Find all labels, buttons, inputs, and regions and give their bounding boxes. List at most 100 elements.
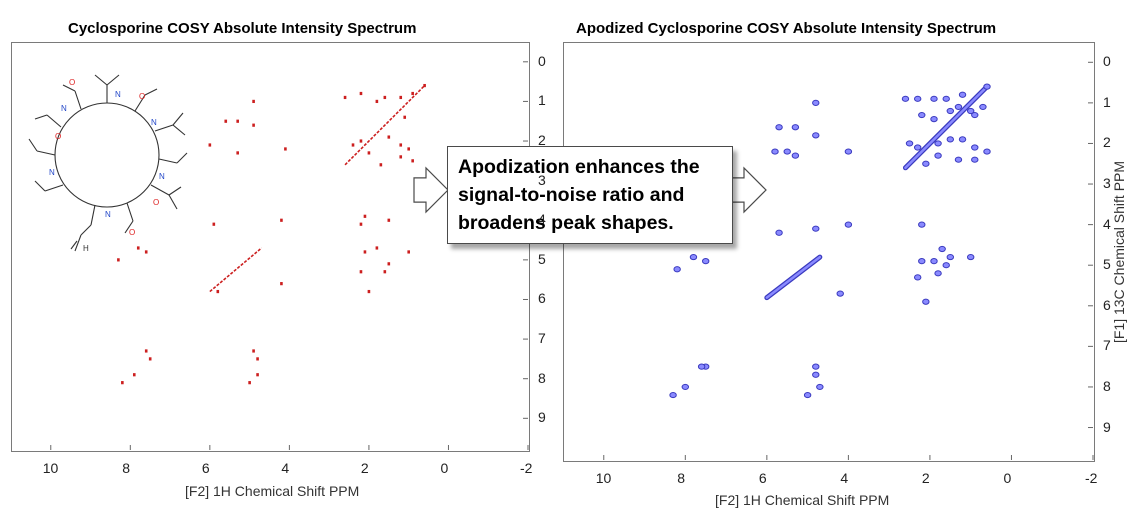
y-tick-label: 6 — [538, 290, 546, 307]
cross-peak — [971, 156, 979, 163]
cross-peak — [359, 270, 363, 274]
diagonal-peak-ridge-fill — [765, 255, 822, 299]
y-tick-label: 1 — [1103, 93, 1111, 110]
cross-peak — [212, 222, 216, 226]
svg-text:N: N — [115, 90, 121, 99]
cross-peak — [383, 95, 387, 100]
svg-text:N: N — [151, 118, 157, 127]
cross-peak — [117, 258, 120, 262]
cross-peak — [697, 363, 706, 370]
cross-peak — [423, 83, 426, 88]
cross-peak — [375, 99, 379, 104]
cross-peak — [399, 95, 403, 100]
x-tick-label: 10 — [42, 460, 59, 476]
cross-peak — [144, 250, 148, 254]
cross-peak — [812, 371, 820, 378]
y-tick-label: 0 — [538, 52, 546, 69]
cross-peak — [367, 289, 371, 294]
cross-peak — [224, 119, 228, 123]
x-tick-label: -2 — [1085, 470, 1098, 486]
cross-peak — [379, 163, 383, 167]
cross-peak — [791, 152, 800, 159]
cross-peak — [383, 270, 387, 274]
cross-peak — [216, 289, 220, 294]
callout-line-2: signal-to-noise ratio and — [458, 184, 685, 206]
y-tick-label: 9 — [538, 409, 546, 426]
cross-peak — [343, 95, 347, 100]
cross-peak — [136, 246, 140, 250]
cross-peak — [351, 143, 355, 147]
cross-peak — [930, 95, 938, 102]
cross-peak — [236, 151, 239, 155]
cross-peak — [387, 218, 391, 222]
x-tick-label: 0 — [1003, 470, 1012, 486]
cross-peak — [252, 349, 255, 353]
cross-peak — [812, 99, 820, 106]
cross-peak — [913, 95, 922, 102]
cross-peak — [966, 253, 975, 261]
cross-peak — [934, 152, 942, 159]
cross-peak — [783, 148, 791, 155]
y-tick-label: 5 — [538, 250, 546, 267]
cross-peak — [934, 270, 942, 277]
cross-peak — [942, 262, 950, 269]
cross-peak — [913, 144, 922, 151]
cyclosporine-structure-image: O O O O O N N N N N N H — [28, 74, 188, 253]
y-tick-label: 9 — [1103, 418, 1111, 435]
cross-peak — [844, 221, 853, 228]
right-chart-title: Apodized Cyclosporine COSY Absolute Inte… — [576, 20, 997, 37]
cross-peak — [387, 135, 391, 139]
cross-peak — [248, 381, 251, 385]
cross-peak — [359, 91, 363, 96]
cross-peak — [946, 136, 955, 143]
cross-peak — [946, 253, 955, 261]
x-tick-label: 4 — [281, 460, 290, 476]
cross-peak — [934, 140, 942, 147]
cross-peak — [256, 373, 259, 377]
cross-peak — [771, 148, 779, 155]
cross-peak — [958, 136, 967, 143]
cross-peak — [775, 124, 783, 131]
cross-peak — [132, 373, 136, 377]
cross-peak — [775, 229, 783, 236]
cross-peak — [252, 123, 255, 127]
cross-peak — [280, 282, 283, 286]
left-chart-title: Cyclosporine COSY Absolute Intensity Spe… — [68, 20, 417, 37]
right-plot-area — [563, 42, 1095, 462]
cross-peak — [971, 111, 979, 119]
cross-peak — [913, 274, 922, 281]
cross-peak — [284, 147, 287, 151]
cross-peak — [121, 381, 124, 385]
cross-peak — [411, 159, 414, 163]
svg-text:H: H — [83, 244, 89, 253]
right-arrow-shape — [731, 166, 767, 214]
x-tick-label: -2 — [520, 460, 533, 476]
cross-peak — [208, 143, 212, 147]
y-tick-label: 2 — [538, 132, 546, 149]
cross-peak — [918, 111, 926, 119]
left-plot-area — [11, 42, 530, 452]
svg-text:N: N — [61, 104, 67, 113]
left-arrow-shape — [413, 166, 449, 214]
svg-text:O: O — [153, 198, 159, 207]
cross-peak — [407, 147, 410, 151]
cross-peak — [387, 262, 391, 266]
cross-peak — [403, 115, 407, 119]
y-tick-label: 8 — [1103, 377, 1111, 394]
cross-peak — [922, 298, 930, 305]
x-tick-label: 4 — [840, 470, 849, 486]
diagonal-peak-ridge — [209, 247, 263, 293]
diagonal-peak-ridge — [344, 85, 426, 166]
cross-peak — [148, 357, 152, 361]
cross-peak — [918, 221, 926, 228]
cross-peak — [983, 148, 991, 155]
cross-peak — [816, 383, 824, 391]
x-tick-label: 6 — [758, 470, 767, 486]
cross-peak — [252, 99, 255, 104]
x-tick-label: 6 — [201, 460, 210, 476]
cross-peak — [689, 253, 698, 261]
cross-peak — [922, 160, 930, 167]
cross-peak — [673, 266, 681, 273]
x-tick-label: 0 — [440, 460, 449, 476]
